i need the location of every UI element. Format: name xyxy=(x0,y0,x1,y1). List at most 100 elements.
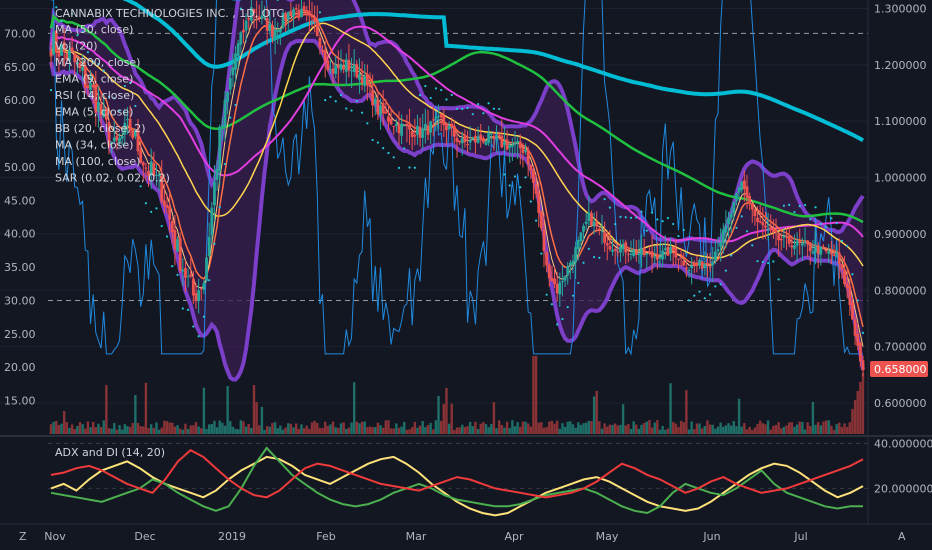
volume-bar xyxy=(766,420,770,434)
candle xyxy=(732,201,736,221)
sar-dot xyxy=(603,198,606,201)
indicator-legend-item[interactable]: SAR (0.02, 0.02, 0.2) xyxy=(55,172,170,185)
volume-bar xyxy=(110,428,113,434)
indicator-legend-item[interactable]: Vol (20) xyxy=(55,40,98,53)
candle xyxy=(286,11,290,33)
candle xyxy=(445,122,448,145)
candle-body xyxy=(529,164,533,171)
sar-dot xyxy=(181,307,184,310)
candle-body xyxy=(495,136,498,139)
rsi-line xyxy=(51,0,863,356)
sar-dot xyxy=(556,323,559,326)
candle-body xyxy=(619,246,622,253)
volume-bar xyxy=(131,422,134,434)
corner-left-label[interactable]: Z xyxy=(19,530,27,543)
sar-dot xyxy=(355,99,358,103)
volume-bar xyxy=(178,428,182,434)
candle-body xyxy=(139,149,143,163)
candle-body xyxy=(170,221,174,233)
adx-pane-title: ADX and DI (14, 20) xyxy=(55,446,165,459)
candle xyxy=(663,235,667,260)
candle xyxy=(49,43,53,68)
volume-bar xyxy=(68,427,71,434)
candle xyxy=(381,90,385,126)
sar-dot xyxy=(698,290,701,293)
candle xyxy=(218,124,222,185)
candle-body xyxy=(608,246,612,250)
candle xyxy=(674,238,678,266)
candle xyxy=(94,70,98,127)
candle-body xyxy=(848,286,852,306)
volume-bar xyxy=(297,428,301,434)
volume-bar xyxy=(287,423,290,434)
volume-bar xyxy=(653,422,656,434)
candle xyxy=(70,36,74,53)
candle-body xyxy=(126,119,129,121)
candle xyxy=(521,142,525,168)
candle-body xyxy=(679,256,683,259)
candle-body xyxy=(223,99,227,128)
candle xyxy=(471,136,475,140)
candle xyxy=(661,243,665,268)
candle-body xyxy=(54,30,58,53)
candle-body xyxy=(336,65,340,68)
candle-body xyxy=(78,63,82,69)
candle-body xyxy=(381,103,385,114)
volume-bar xyxy=(376,422,380,434)
time-axis-tick-label: Jul xyxy=(793,530,807,543)
volume-bar xyxy=(194,422,198,434)
indicator-legend-item[interactable]: MA (34, close) xyxy=(55,139,133,152)
volume-bar xyxy=(408,429,411,434)
candle xyxy=(144,162,148,181)
candle-body xyxy=(798,240,802,244)
candle xyxy=(460,131,464,156)
candle xyxy=(60,43,63,57)
indicator-legend-item[interactable]: EMA (9, close) xyxy=(55,73,133,86)
candle-body xyxy=(539,211,543,229)
candle-body xyxy=(350,70,353,72)
candle-body xyxy=(711,261,715,266)
volume-bar xyxy=(268,426,272,434)
candle xyxy=(365,64,369,101)
right-axis-tick-label: 0.800000 xyxy=(874,284,927,297)
candle xyxy=(597,226,601,236)
candlesticks[interactable] xyxy=(49,0,865,377)
indicator-legend-item[interactable]: MA (200, close) xyxy=(55,56,140,69)
candle-body xyxy=(347,60,351,71)
indicator-legend-item[interactable]: MA (50, close) xyxy=(55,23,133,36)
volume-bar xyxy=(561,423,564,434)
candle xyxy=(62,27,66,68)
volume-bar xyxy=(113,423,116,434)
sar-dot xyxy=(824,225,828,228)
volume-bar xyxy=(479,423,482,434)
candle xyxy=(342,59,346,74)
volume-bar xyxy=(695,423,699,434)
candle-body xyxy=(795,240,799,246)
volume-bar xyxy=(505,421,509,434)
candle xyxy=(706,253,709,278)
volume-bar xyxy=(513,426,517,434)
indicator-legend-item[interactable]: BB (20, close, 2) xyxy=(55,122,146,135)
sar-dot xyxy=(107,95,111,98)
candle-body xyxy=(843,269,846,285)
volume-bar xyxy=(447,423,451,434)
candle-body xyxy=(265,18,269,31)
candle xyxy=(52,21,56,56)
volume-bar xyxy=(848,422,852,434)
volume-bar xyxy=(811,401,815,434)
volume-bar xyxy=(281,429,285,434)
volume-bar xyxy=(97,423,100,434)
indicator-legend-item[interactable]: EMA (5, close) xyxy=(55,106,133,119)
indicator-legend-item[interactable]: MA (100, close) xyxy=(55,155,140,168)
candle-body xyxy=(835,252,839,256)
indicator-legend[interactable]: MA (50, close) Vol (20) MA (200, close) EMA… xyxy=(55,23,170,185)
sar-dot xyxy=(92,60,95,63)
sar-dot xyxy=(49,88,53,92)
corner-right-label[interactable]: A xyxy=(898,530,906,543)
sar-dot xyxy=(513,175,517,178)
right-axis-tick-label: 1.300000 xyxy=(874,2,927,15)
candle xyxy=(479,123,483,148)
indicator-legend-item[interactable]: RSI (14, close) xyxy=(55,89,134,102)
candle-body xyxy=(642,248,646,256)
